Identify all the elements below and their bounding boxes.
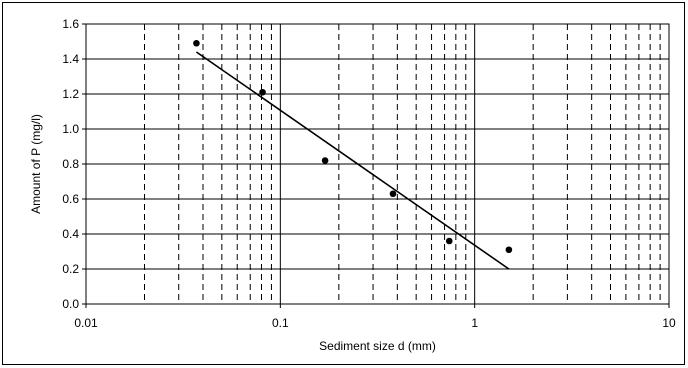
x-tick-label: 1 (471, 316, 478, 330)
data-point (389, 190, 397, 198)
data-point (321, 157, 329, 164)
y-tick-label: 0.6 (62, 192, 79, 206)
y-tick-label: 0.4 (62, 227, 79, 241)
data-points (193, 39, 513, 254)
y-tick-label: 0.0 (62, 297, 79, 311)
y-tick-label: 0.2 (62, 262, 79, 276)
data-point (505, 246, 513, 254)
x-tick-labels: 0.01 0.1 1 10 (74, 304, 676, 330)
data-point (193, 39, 200, 47)
y-tick-labels: 0.0 0.2 0.4 0.6 0.8 1.0 1.2 1.4 1.6 (62, 17, 86, 311)
x-tick-label: 0.01 (74, 316, 98, 330)
y-tick-label: 1.6 (62, 17, 79, 31)
y-axis-label: Amount of P (mg/l) (29, 114, 43, 214)
y-tick-label: 1.0 (62, 122, 79, 136)
x-axis-label: Sediment size d (mm) (319, 339, 436, 353)
y-tick-label: 1.2 (62, 87, 79, 101)
grid-layer (85, 23, 669, 305)
data-point (445, 237, 453, 245)
data-point (259, 88, 266, 96)
y-tick-label: 0.8 (62, 157, 79, 171)
y-tick-label: 1.4 (62, 52, 79, 66)
x-tick-label: 0.1 (272, 316, 289, 330)
trendline (195, 51, 510, 270)
x-tick-label: 10 (662, 316, 676, 330)
